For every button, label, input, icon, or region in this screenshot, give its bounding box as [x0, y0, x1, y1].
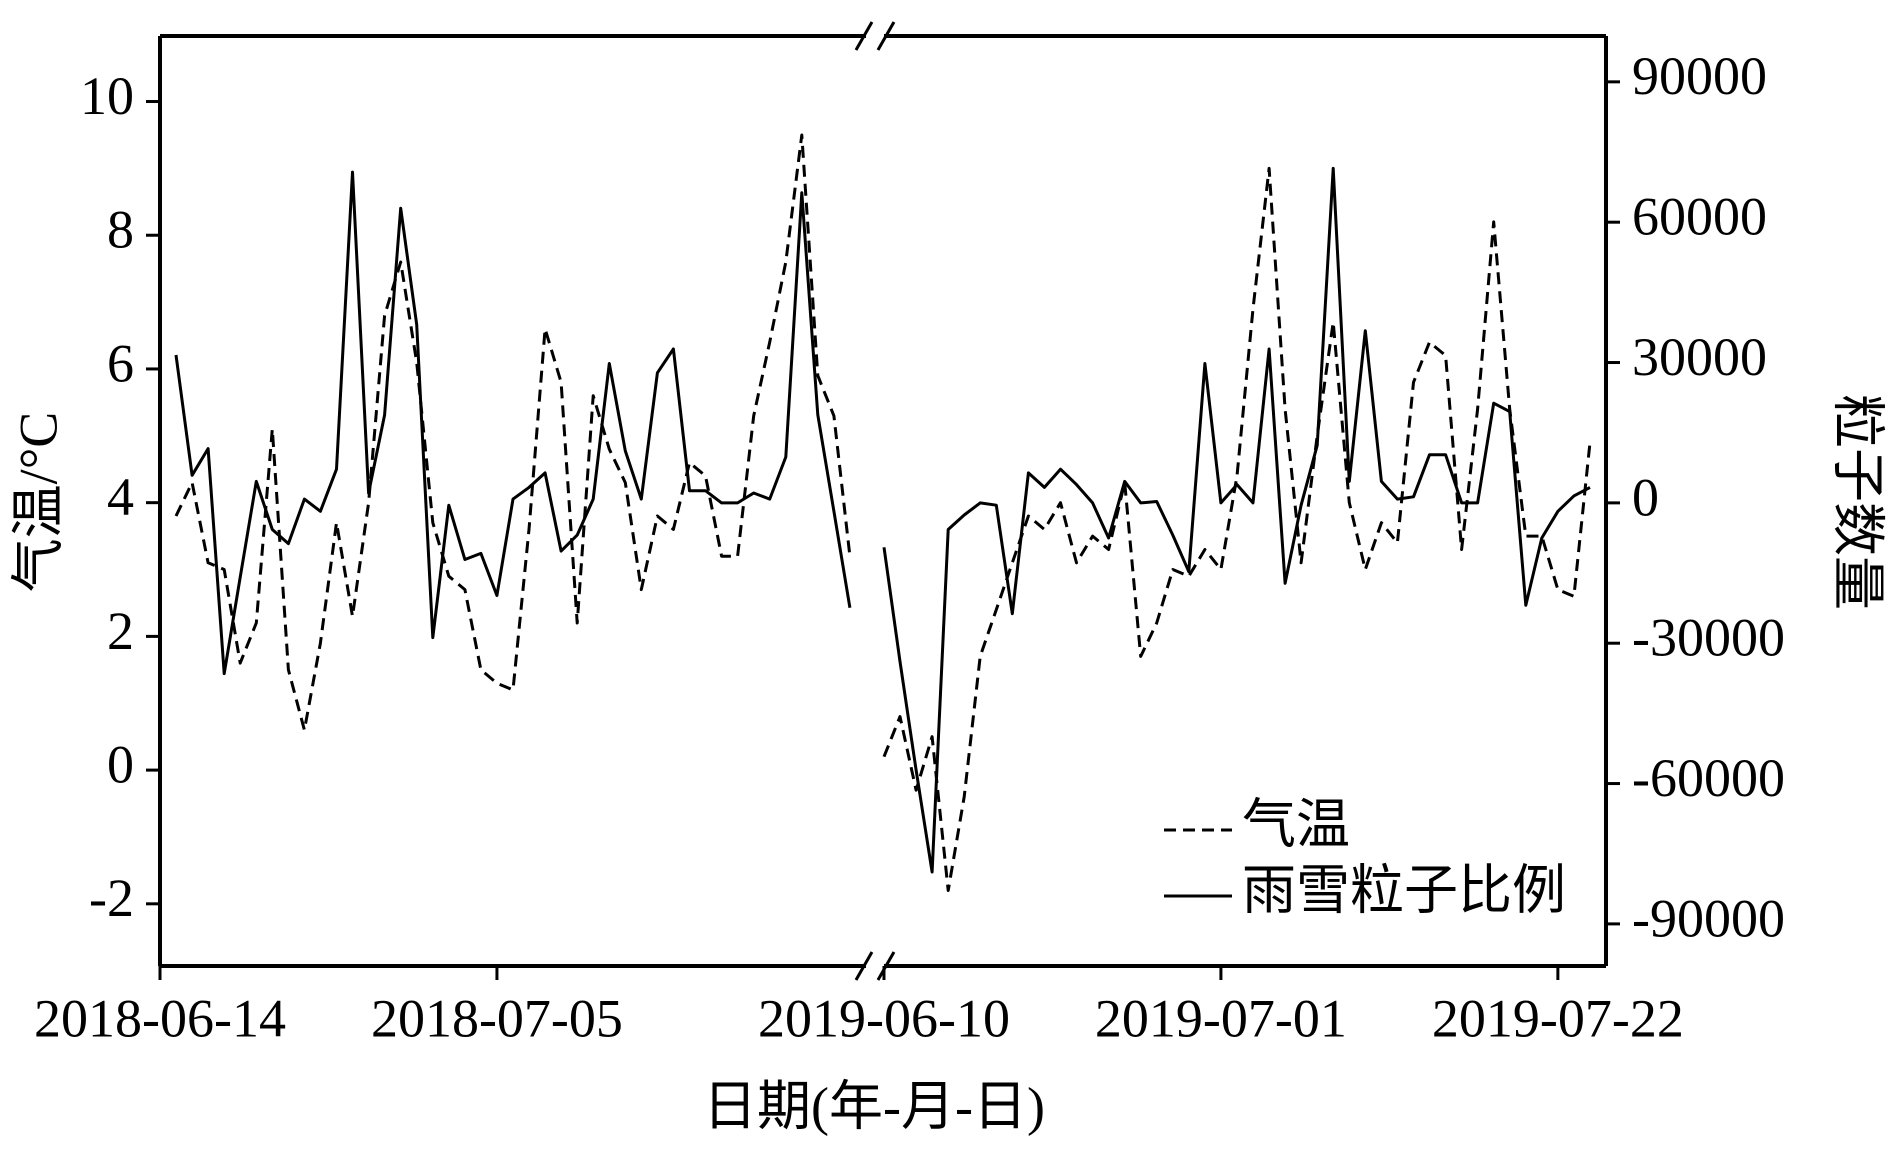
x-tick-label: 2018-07-05: [371, 988, 623, 1048]
y-tick-label: 0: [107, 734, 134, 794]
axis-break: [854, 21, 874, 51]
y-tick-label: 2: [107, 601, 134, 661]
x-axis-label: 日期(年-月-日): [703, 1076, 1045, 1136]
y-tick-label: -2: [89, 868, 134, 928]
y2-tick-label: -90000: [1632, 888, 1785, 948]
y2-tick-label: 90000: [1632, 46, 1767, 106]
y2-tick-label: 0: [1632, 467, 1659, 527]
axis-break: [854, 951, 874, 981]
y-tick-label: 6: [107, 333, 134, 393]
series-line: [882, 166, 1591, 874]
y2-axis-label: 粒子数量: [1828, 394, 1886, 610]
axis-break: [876, 21, 896, 51]
y-tick-label: 10: [80, 66, 134, 126]
y2-tick-label: 30000: [1632, 327, 1767, 387]
x-tick-label: 2019-07-22: [1432, 988, 1684, 1048]
series-line: [174, 133, 852, 732]
series-line: [882, 166, 1592, 892]
y2-tick-label: -60000: [1632, 748, 1785, 808]
legend-label: 气温: [1242, 794, 1350, 854]
legend-label: 雨雪粒子比例: [1242, 860, 1566, 920]
y2-tick-label: 60000: [1632, 187, 1767, 247]
y-axis-label: 气温/°C: [8, 412, 68, 593]
x-tick-label: 2018-06-14: [34, 988, 286, 1048]
y-tick-label: 8: [107, 200, 134, 260]
x-tick-label: 2019-06-10: [758, 988, 1010, 1048]
series-line: [174, 170, 852, 676]
y-tick-label: 4: [107, 467, 134, 527]
x-tick-label: 2019-07-01: [1095, 988, 1347, 1048]
axis-break: [876, 951, 896, 981]
y2-tick-label: -30000: [1632, 608, 1785, 668]
